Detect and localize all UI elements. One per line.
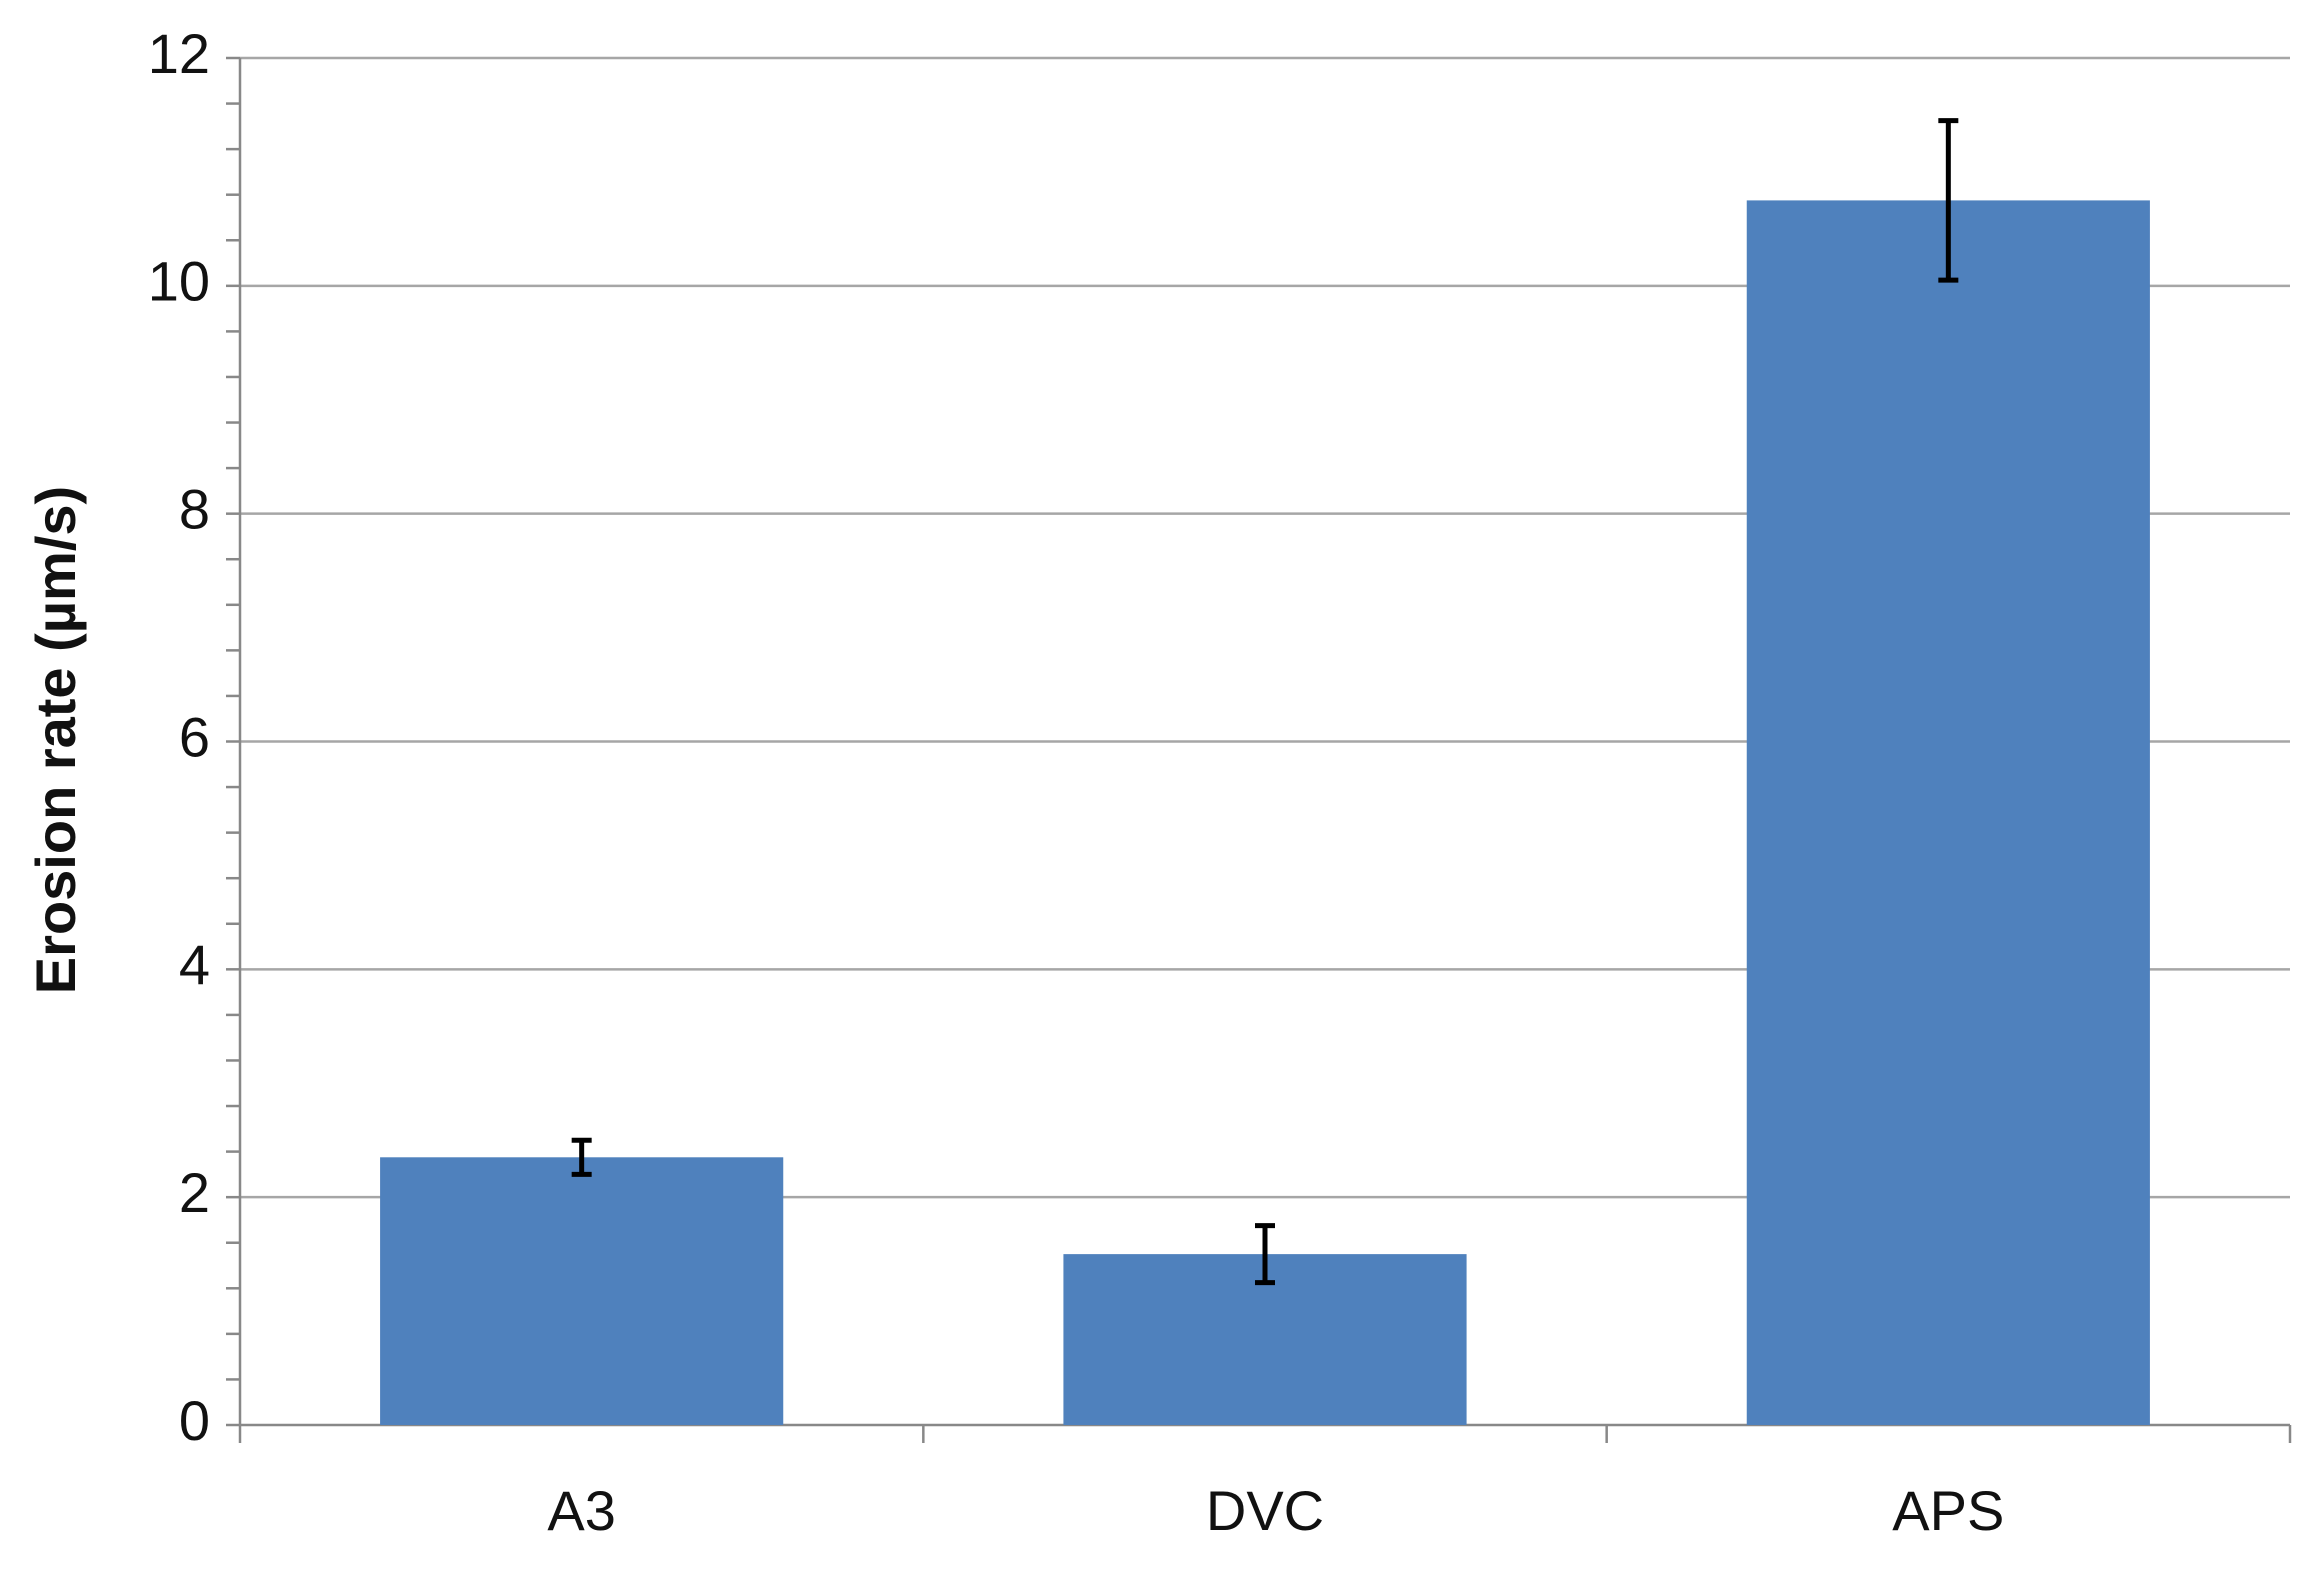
- y-tick-label: 6: [179, 705, 210, 768]
- bar: [1746, 200, 2150, 1425]
- error-bar: [1938, 118, 1959, 283]
- y-tick-label: 8: [179, 477, 210, 540]
- x-tick-label: APS: [1892, 1479, 2004, 1542]
- bar: [380, 1157, 784, 1425]
- x-tick-label: A3: [547, 1479, 616, 1542]
- error-bar: [571, 1137, 592, 1177]
- y-tick-label: 4: [179, 933, 210, 996]
- x-tick-label: DVC: [1206, 1479, 1324, 1542]
- y-axis-label: Erosion rate (µm/s): [24, 486, 87, 994]
- y-tick-label: 10: [148, 250, 210, 313]
- y-tick-label: 0: [179, 1389, 210, 1452]
- error-bar: [1255, 1223, 1275, 1286]
- y-tick-label: 12: [148, 22, 210, 85]
- y-tick-label: 2: [179, 1161, 210, 1224]
